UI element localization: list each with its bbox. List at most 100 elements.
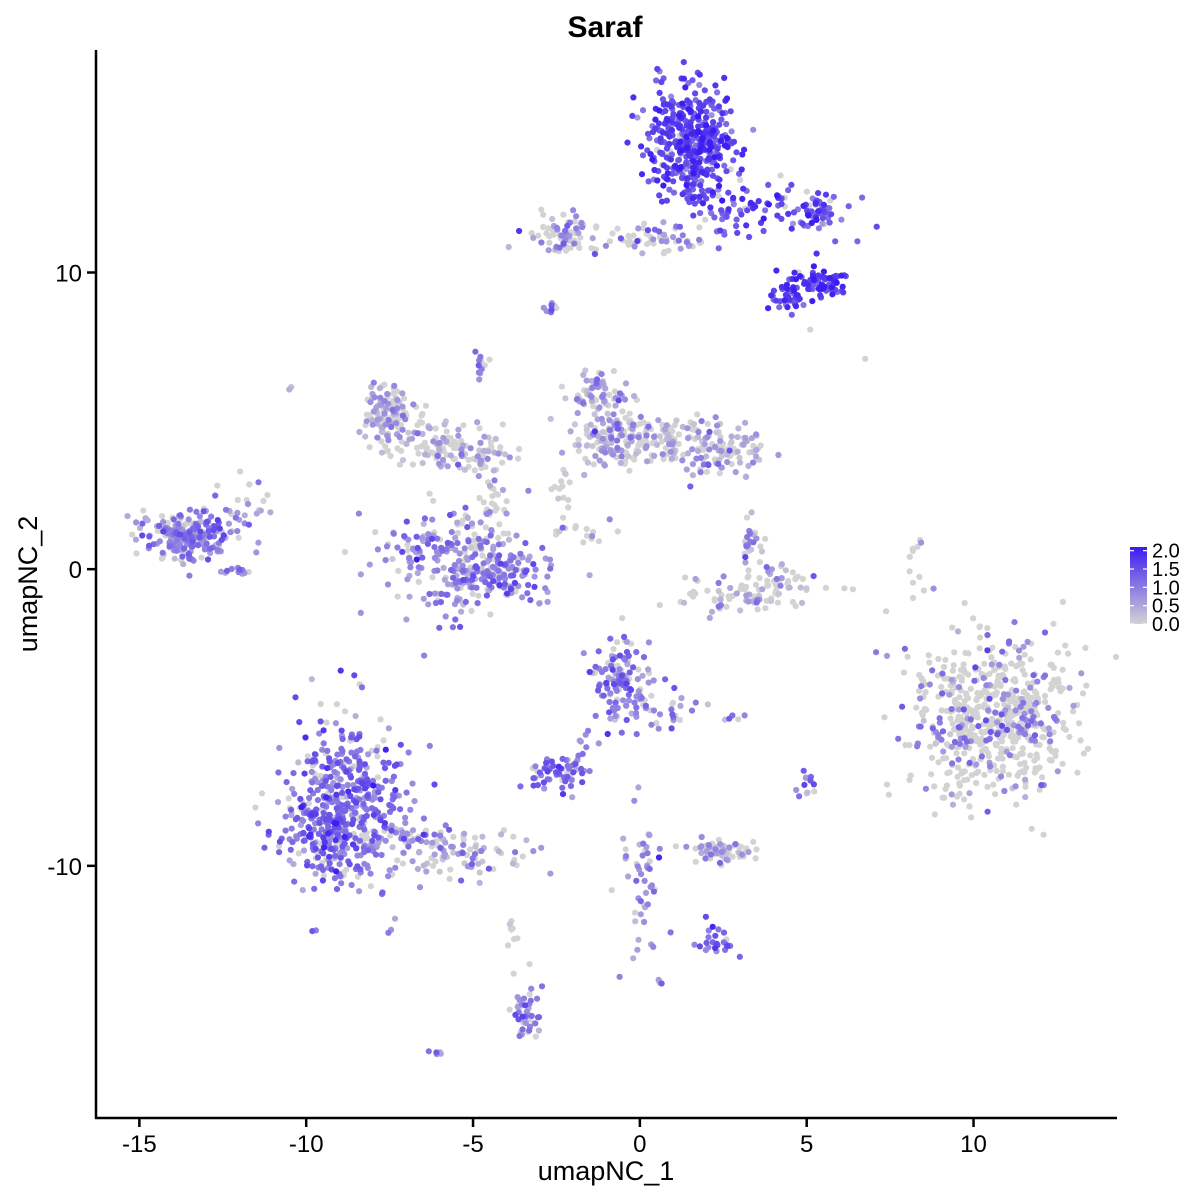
scatter-point [936, 715, 943, 722]
scatter-point [798, 599, 806, 607]
scatter-point [232, 514, 239, 521]
scatter-point [809, 298, 816, 305]
scatter-point [993, 701, 1000, 709]
scatter-point [679, 191, 686, 198]
scatter-point [724, 459, 731, 466]
scatter-point [654, 177, 661, 184]
scatter-point [614, 444, 621, 451]
scatter-point [626, 669, 633, 676]
scatter-point [703, 114, 710, 121]
scatter-point [637, 898, 644, 905]
scatter-point [589, 384, 596, 391]
scatter-point [423, 868, 430, 875]
scatter-point [667, 929, 674, 936]
scatter-point [418, 534, 425, 542]
scatter-point [717, 841, 724, 848]
scatter-point [692, 90, 699, 97]
scatter-point [571, 218, 578, 225]
scatter-point [653, 720, 660, 727]
scatter-point [792, 303, 800, 310]
scatter-point [965, 650, 972, 657]
scatter-point [289, 785, 296, 793]
scatter-point [531, 583, 538, 591]
scatter-point [341, 548, 349, 556]
legend-tick-label: 1.0 [1152, 577, 1180, 599]
scatter-point [938, 736, 945, 743]
scatter-point [1055, 710, 1062, 717]
scatter-point [687, 123, 694, 130]
scatter-point [1083, 682, 1090, 689]
scatter-point [382, 837, 389, 844]
scatter-point [530, 561, 537, 568]
scatter-point [702, 913, 710, 920]
scatter-point [704, 420, 711, 427]
scatter-point [318, 782, 325, 789]
scatter-point [658, 198, 666, 205]
scatter-point [618, 672, 626, 679]
scatter-point [670, 189, 678, 196]
scatter-point [1051, 715, 1059, 722]
scatter-point [683, 133, 690, 140]
scatter-point [997, 750, 1004, 757]
scatter-point [288, 812, 295, 819]
scatter-point [423, 446, 430, 453]
scatter-point [519, 594, 526, 601]
scatter-point [916, 573, 923, 581]
scatter-point [598, 415, 605, 422]
scatter-point [195, 542, 202, 549]
scatter-point [541, 785, 548, 792]
scatter-point [573, 213, 580, 220]
scatter-point [448, 843, 455, 850]
scatter-point [589, 443, 596, 450]
scatter-point [455, 432, 462, 439]
scatter-point [443, 428, 450, 435]
scatter-point [1065, 650, 1072, 657]
scatter-point [403, 789, 410, 796]
scatter-point [684, 97, 691, 104]
scatter-point [682, 84, 689, 91]
scatter-point [799, 575, 807, 583]
scatter-point [431, 544, 438, 551]
scatter-point [717, 227, 724, 234]
scatter-point [227, 529, 234, 536]
scatter-point [883, 781, 891, 788]
scatter-point [425, 1048, 432, 1055]
scatter-point [711, 443, 719, 451]
scatter-point [515, 455, 522, 462]
scatter-point [1006, 638, 1013, 645]
scatter-point [785, 187, 792, 194]
scatter-point [754, 606, 761, 613]
scatter-point [364, 835, 371, 842]
scatter-point [475, 592, 482, 599]
scatter-point [476, 447, 483, 454]
scatter-point [978, 748, 986, 755]
scatter-point [1038, 782, 1045, 789]
scatter-point [712, 944, 719, 952]
scatter-point [365, 780, 372, 787]
scatter-point [625, 873, 632, 880]
scatter-point [980, 675, 987, 682]
scatter-point [338, 727, 345, 734]
scatter-point [356, 733, 363, 740]
scatter-point [788, 225, 795, 232]
scatter-point [966, 759, 973, 767]
scatter-point [854, 238, 861, 245]
scatter-point [393, 388, 400, 395]
scatter-point [355, 510, 362, 517]
scatter-point [204, 556, 212, 563]
scatter-point [960, 661, 967, 668]
scatter-point [282, 827, 289, 834]
scatter-point [291, 878, 298, 885]
scatter-point [459, 562, 466, 569]
scatter-point [659, 129, 667, 136]
scatter-point [312, 870, 319, 877]
scatter-point [432, 599, 439, 607]
scatter-point [753, 846, 760, 853]
scatter-point [492, 435, 499, 442]
scatter-point [468, 861, 475, 868]
scatter-point [641, 220, 648, 227]
scatter-point [702, 122, 710, 129]
scatter-point [803, 188, 811, 195]
scatter-point [660, 456, 667, 463]
scatter-point [580, 371, 587, 379]
